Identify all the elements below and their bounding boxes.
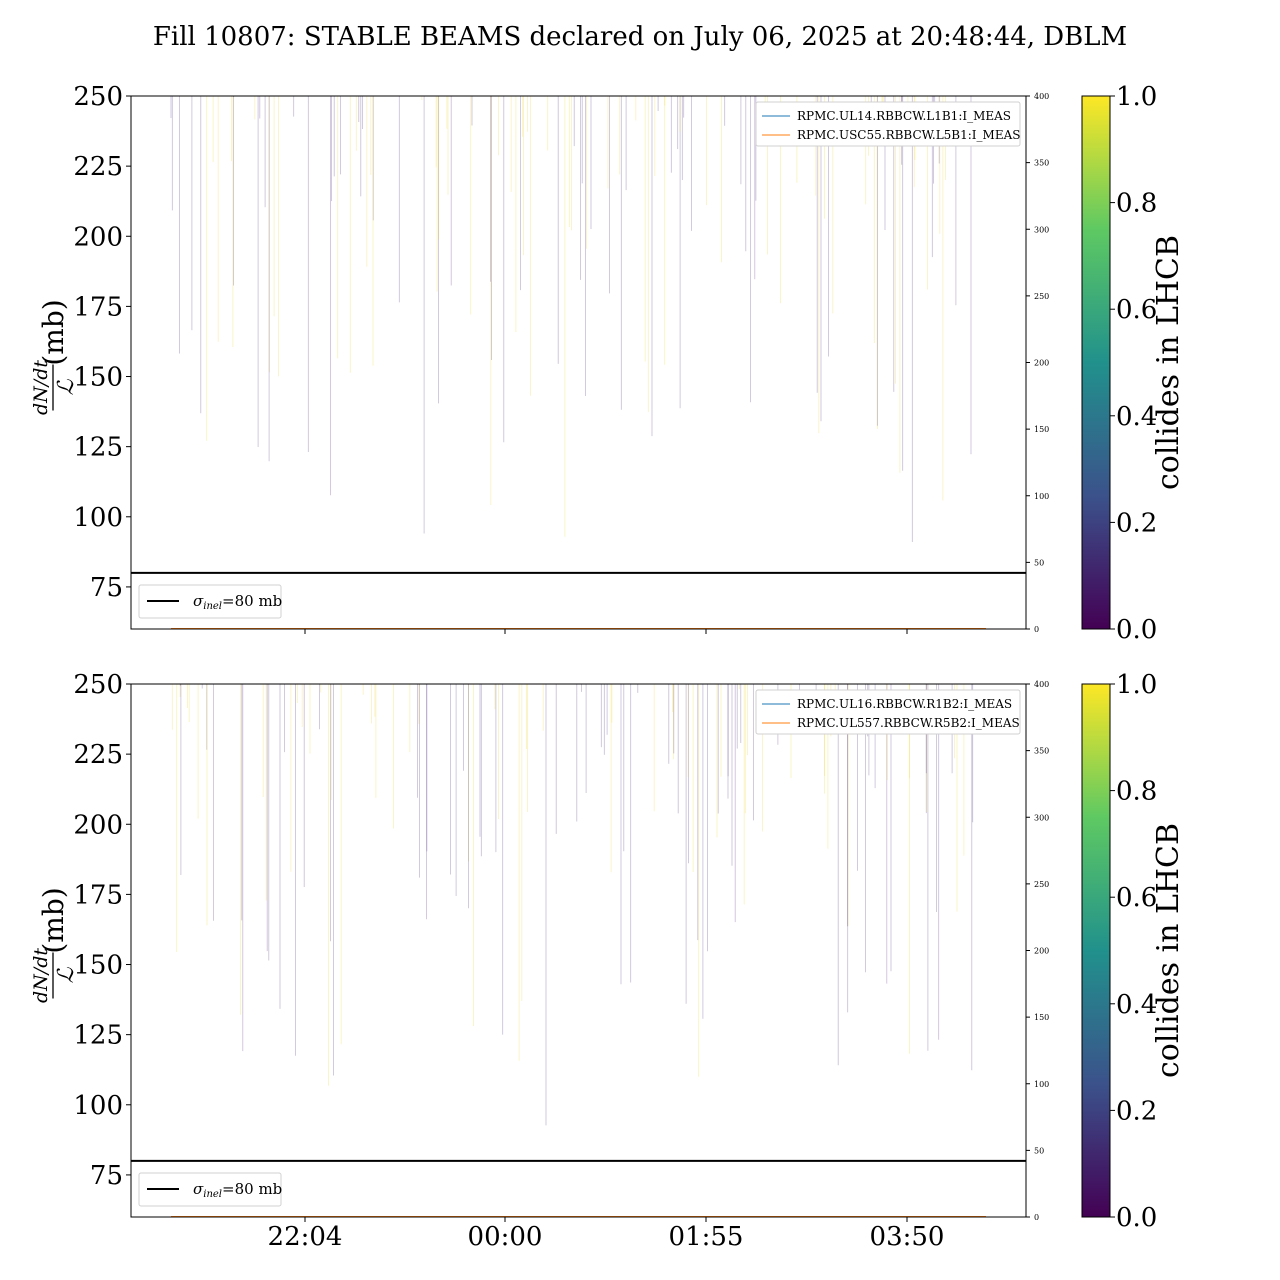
y2-tick-label: 100	[1034, 492, 1049, 501]
colorbar-tick-label: 0.2	[1116, 1096, 1157, 1126]
y2-tick-label: 350	[1034, 747, 1049, 756]
y-tick-label: 200	[73, 810, 123, 840]
x-tick-label: 01:55	[669, 1222, 744, 1252]
colorbar-tick-label: 0.4	[1116, 990, 1157, 1020]
y-tick-label: 175	[73, 292, 123, 322]
y-axis-label: dN/dt ℒ (mb)	[30, 299, 79, 415]
y2-tick-label: 0	[1034, 1213, 1039, 1222]
y-tick-label: 225	[73, 152, 123, 182]
colorbar-tick-label: 0.6	[1116, 883, 1157, 913]
y2-tick-label: 250	[1034, 292, 1049, 301]
y-tick-label: 125	[73, 433, 123, 463]
legend-label: RPMC.USC55.RBBCW.L5B1:I_MEAS	[797, 128, 1020, 142]
colorbar-label: collides in LHCB	[1151, 235, 1186, 490]
legend-label: RPMC.UL557.RBBCW.R5B2:I_MEAS	[797, 716, 1020, 730]
colorbar-tick-label: 0.2	[1116, 508, 1157, 538]
y-tick-label: 225	[73, 740, 123, 770]
y-tick-label: 100	[73, 1091, 123, 1121]
colorbar-tick-label: 1.0	[1116, 82, 1157, 112]
x-tick-label: 00:00	[468, 1222, 543, 1252]
y-label-unit: (mb)	[37, 299, 70, 365]
colorbar	[1081, 95, 1111, 630]
colorbar-tick-label: 0.4	[1116, 402, 1157, 432]
series-legend	[755, 101, 1021, 147]
y2-tick-label: 350	[1034, 159, 1049, 168]
y-tick-label: 250	[73, 670, 123, 700]
legend-label: RPMC.UL16.RBBCW.R1B2:I_MEAS	[797, 697, 1012, 711]
y2-tick-label: 300	[1034, 813, 1049, 822]
chart-panel-2: 75 100 125 150 175 200 225 250 0 50 100 150 200 250 30…	[30, 670, 1186, 1252]
y2-tick-label: 400	[1034, 680, 1049, 689]
y2-tick-label: 150	[1034, 1013, 1049, 1022]
chart-title: Fill 10807: STABLE BEAMS declared on Jul…	[153, 22, 1127, 52]
y-tick-label: 75	[90, 1161, 123, 1191]
colorbar-tick-label: 0.0	[1116, 1203, 1157, 1233]
y-tick-label: 150	[73, 951, 123, 981]
reference-legend	[138, 1172, 282, 1207]
y2-tick-label: 300	[1034, 225, 1049, 234]
reference-legend-label: σinel=80 mb	[193, 592, 282, 612]
y-label-denominator: ℒ	[54, 378, 79, 395]
colorbar-tick-label: 0.8	[1116, 777, 1157, 807]
x-tick-label: 22:04	[268, 1222, 343, 1252]
colorbar-label: collides in LHCB	[1151, 823, 1186, 1078]
y2-tick-label: 200	[1034, 947, 1049, 956]
reference-legend	[138, 584, 282, 619]
y2-tick-label: 0	[1034, 625, 1039, 634]
colorbar-tick-label: 0.6	[1116, 295, 1157, 325]
colorbar-tick-label: 1.0	[1116, 670, 1157, 700]
y-tick-label: 250	[73, 82, 123, 112]
spike-group	[170, 96, 972, 542]
y2-tick-label: 200	[1034, 359, 1049, 368]
y-label-numerator: dN/dt	[30, 948, 52, 1003]
chart-panel-1: 75 100 125 150 175 200 225 250 0 50 100 150 200 250 30…	[30, 82, 1186, 645]
y-axis-label: dN/dt ℒ (mb)	[30, 887, 79, 1003]
y-label-numerator: dN/dt	[30, 360, 52, 415]
legend-label: RPMC.UL14.RBBCW.L1B1:I_MEAS	[797, 109, 1011, 123]
x-tick-label: 03:50	[870, 1222, 945, 1252]
reference-legend-label: σinel=80 mb	[193, 1180, 282, 1200]
plot-frame	[130, 683, 1027, 1218]
y-tick-label: 125	[73, 1021, 123, 1051]
panels: 75 100 125 150 175 200 225 250 0 50 100 150 200 250 30…	[30, 82, 1186, 1252]
y-label-denominator: ℒ	[54, 966, 79, 983]
y-label-unit: (mb)	[37, 887, 70, 953]
y-tick-label: 200	[73, 222, 123, 252]
y2-tick-label: 250	[1034, 880, 1049, 889]
colorbar-tick-label: 0.8	[1116, 189, 1157, 219]
y-tick-label: 175	[73, 880, 123, 910]
y2-tick-label: 150	[1034, 425, 1049, 434]
y-tick-label: 150	[73, 363, 123, 393]
y2-tick-label: 50	[1034, 1146, 1044, 1155]
colorbar-tick-label: 0.0	[1116, 615, 1157, 645]
y2-tick-label: 50	[1034, 558, 1044, 567]
spike-group	[171, 684, 974, 1126]
y-tick-label: 100	[73, 503, 123, 533]
y2-tick-label: 100	[1034, 1080, 1049, 1089]
series-legend	[755, 689, 1021, 735]
y2-tick-label: 400	[1034, 92, 1049, 101]
y-tick-label: 75	[90, 573, 123, 603]
colorbar	[1081, 683, 1111, 1218]
